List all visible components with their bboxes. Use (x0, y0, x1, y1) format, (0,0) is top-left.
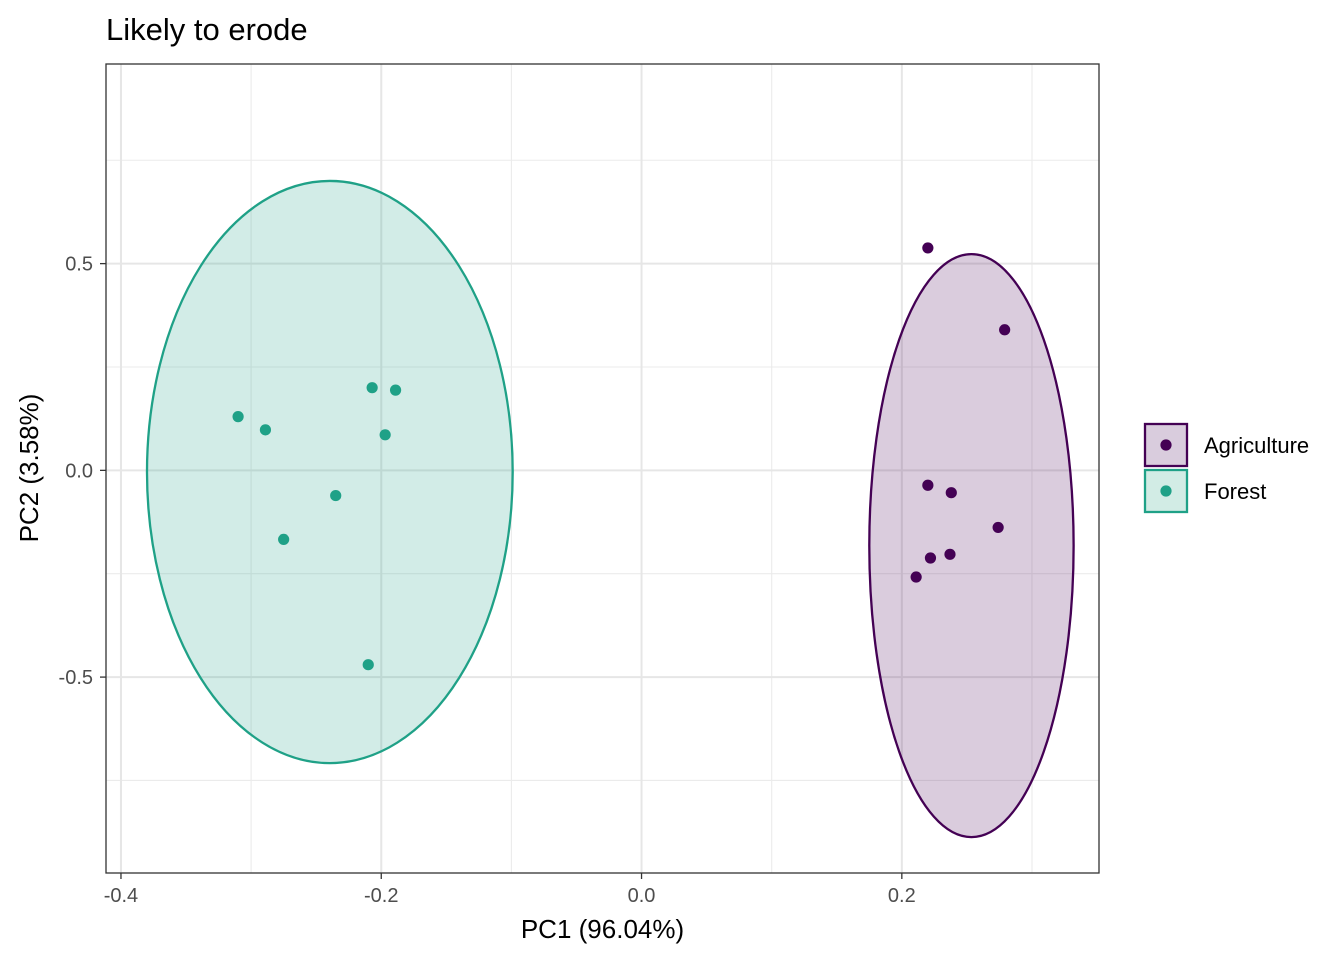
data-points (232, 242, 1011, 671)
forest-point (232, 411, 244, 423)
forest-point (278, 533, 290, 546)
x-axis: -0.4 -0.2 0.0 0.2 (104, 873, 916, 907)
y-tick-label: 0.0 (65, 460, 93, 482)
x-axis-title: PC1 (96.04%) (521, 914, 684, 944)
plot-border (105, 63, 1100, 874)
plot-background (106, 64, 1099, 873)
legend-point-forest (1160, 485, 1172, 497)
agriculture-point (922, 479, 934, 491)
forest-point (362, 659, 374, 671)
y-tick-label: 0.5 (65, 254, 93, 276)
agriculture-point (922, 242, 934, 254)
grid-major (106, 64, 1099, 873)
legend: Agriculture Forest (1143, 422, 1309, 514)
x-tick-label: 0.2 (888, 885, 916, 907)
x-tick-label: -0.4 (104, 885, 138, 907)
legend-point-agriculture (1160, 439, 1172, 451)
grid-minor (106, 64, 1099, 873)
agriculture-point (910, 571, 922, 583)
legend-label-forest: Forest (1204, 479, 1266, 504)
agriculture-ellipse (868, 252, 1075, 839)
forest-point (379, 429, 391, 441)
plot-panel (105, 63, 1100, 874)
y-axis-title: PC2 (3.58%) (14, 394, 44, 543)
agriculture-point (924, 552, 937, 564)
x-tick-label: -0.2 (364, 885, 398, 907)
agriculture-point (992, 521, 1004, 534)
agriculture-point (944, 548, 956, 560)
y-tick-label: -0.5 (59, 667, 93, 689)
forest-ellipse (145, 179, 514, 765)
chart-title: Likely to erode (106, 12, 308, 47)
agriculture-point (999, 324, 1011, 336)
legend-label-agriculture: Agriculture (1204, 433, 1309, 458)
forest-point (389, 384, 402, 396)
forest-point (259, 424, 272, 436)
agriculture-point (945, 487, 957, 499)
forest-point (366, 382, 378, 394)
y-axis: 0.5 0.0 -0.5 (59, 254, 106, 689)
x-tick-label: 0.0 (628, 885, 656, 907)
forest-point (330, 489, 342, 502)
confidence-ellipses (145, 179, 1075, 839)
